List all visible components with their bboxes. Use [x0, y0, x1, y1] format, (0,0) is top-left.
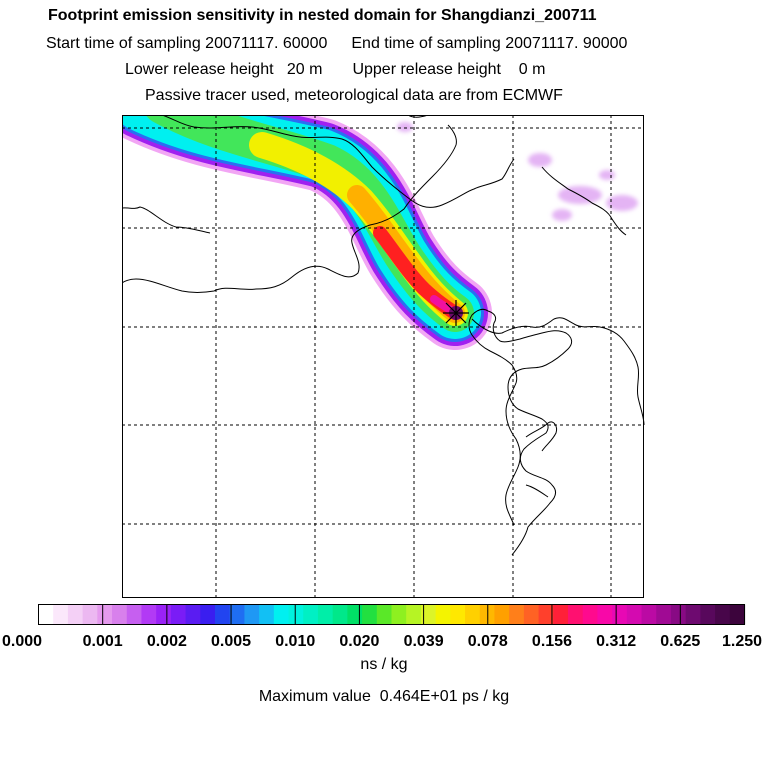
colorbar-cell	[97, 604, 113, 625]
colorbar-cell	[450, 604, 466, 625]
colorbar-cell	[38, 604, 54, 625]
colorbar-frame	[38, 604, 745, 625]
coastline	[471, 317, 645, 426]
map-title: Footprint emission sensitivity in nested…	[48, 7, 597, 24]
colorbar-cell	[700, 604, 716, 625]
colorbar-cell	[141, 604, 157, 625]
colorbar-cell	[229, 604, 246, 625]
colorbar-tick-label: 0.625	[660, 633, 700, 650]
colorbar-cell	[553, 604, 569, 625]
colorbar-tick-labels: 0.000 0.001 0.002 0.005 0.010 0.020 0.039 0.078…	[2, 633, 762, 650]
colorbar-cell	[685, 604, 701, 625]
colorbar-cell	[126, 604, 143, 625]
colorbar: 0.000 0.001 0.002 0.005 0.010 0.020 0.039 0.078…	[2, 604, 762, 650]
colorbar-cell	[82, 604, 98, 625]
colorbar-cell	[244, 604, 260, 625]
patch	[552, 209, 572, 221]
colorbar-cell	[626, 604, 643, 625]
sampling-times: Start time of sampling 20071117. 60000 En…	[46, 35, 627, 53]
colorbar-cell	[347, 604, 363, 625]
colorbar-cell	[715, 604, 731, 625]
coastlines-borders	[122, 115, 645, 556]
colorbar-cell	[597, 604, 613, 625]
colorbar-unit: ns / kg	[360, 656, 408, 673]
colorbar-tick-label: 0.001	[83, 633, 123, 650]
coastline	[541, 166, 627, 236]
colorbar-cell	[420, 604, 437, 625]
colorbar-cell	[259, 604, 275, 625]
colorbar-cell	[362, 604, 378, 625]
colorbar-cell	[582, 604, 599, 625]
colorbar-cell	[185, 604, 201, 625]
colorbar-cell	[538, 604, 554, 625]
sampling-end: End time of sampling 20071117. 90000	[351, 35, 628, 52]
colorbar-cell	[53, 604, 69, 625]
colorbar-cell	[170, 604, 187, 625]
colorbar-cell	[612, 604, 628, 625]
release-upper: Upper release height 0 m	[352, 61, 546, 78]
border-line	[122, 124, 457, 293]
colorbar-cell	[729, 604, 746, 625]
receptor-marker	[443, 300, 469, 326]
colorbar-cell	[376, 604, 393, 625]
colorbar-cell	[509, 604, 525, 625]
colorbar-cell	[200, 604, 216, 625]
coastline	[468, 308, 573, 556]
colorbar-cell	[215, 604, 231, 625]
colorbar-cell	[435, 604, 451, 625]
colorbar-tick-label: 0.039	[404, 633, 444, 650]
map-frame	[122, 115, 644, 598]
colorbar-cell	[406, 604, 422, 625]
colorbar-cell	[494, 604, 510, 625]
coastline	[525, 421, 557, 452]
colorbar-cell	[112, 604, 128, 625]
maximum-value: Maximum value 0.464E+01 ps / kg	[258, 688, 510, 705]
colorbar-cell	[523, 604, 540, 625]
colorbar-cell	[670, 604, 687, 625]
coastline	[525, 484, 549, 498]
colorbar-tick-label: 0.002	[147, 633, 187, 650]
colorbar-cells	[38, 604, 746, 625]
model-note: Passive tracer used, meteorological data…	[145, 87, 563, 104]
patch	[599, 170, 615, 180]
patch	[606, 195, 638, 211]
colorbar-tick-label: 0.010	[275, 633, 315, 650]
colorbar-cell	[67, 604, 84, 625]
footprint-map	[122, 115, 645, 598]
patch	[397, 122, 413, 132]
colorbar-tick-label: 0.156	[532, 633, 572, 650]
colorbar-cell	[465, 604, 481, 625]
colorbar-cell	[391, 604, 407, 625]
colorbar-cell	[332, 604, 348, 625]
colorbar-cell	[273, 604, 290, 625]
colorbar-tick-label: 0.005	[211, 633, 251, 650]
colorbar-cell	[317, 604, 334, 625]
colorbar-tick-label: 0.078	[468, 633, 508, 650]
patch	[528, 153, 552, 167]
colorbar-tick-label: 0.000	[2, 633, 42, 650]
colorbar-cell	[156, 604, 172, 625]
colorbar-cell	[568, 604, 584, 625]
colorbar-cell	[288, 604, 304, 625]
plume-layer	[122, 115, 638, 350]
colorbar-cell	[656, 604, 672, 625]
border-line	[161, 115, 515, 208]
colorbar-separators	[102, 604, 681, 625]
border-line	[122, 206, 211, 234]
release-lower: Lower release height 20 m	[125, 61, 323, 78]
colorbar-cell	[641, 604, 657, 625]
colorbar-cell	[303, 604, 319, 625]
colorbar-tick-label: 0.312	[596, 633, 636, 650]
sampling-start: Start time of sampling 20071117. 60000	[46, 35, 328, 52]
release-heights: Lower release height 20 m Upper release h…	[125, 61, 545, 79]
colorbar-tick-label: 0.020	[339, 633, 379, 650]
colorbar-tick-label: 1.250	[722, 633, 762, 650]
